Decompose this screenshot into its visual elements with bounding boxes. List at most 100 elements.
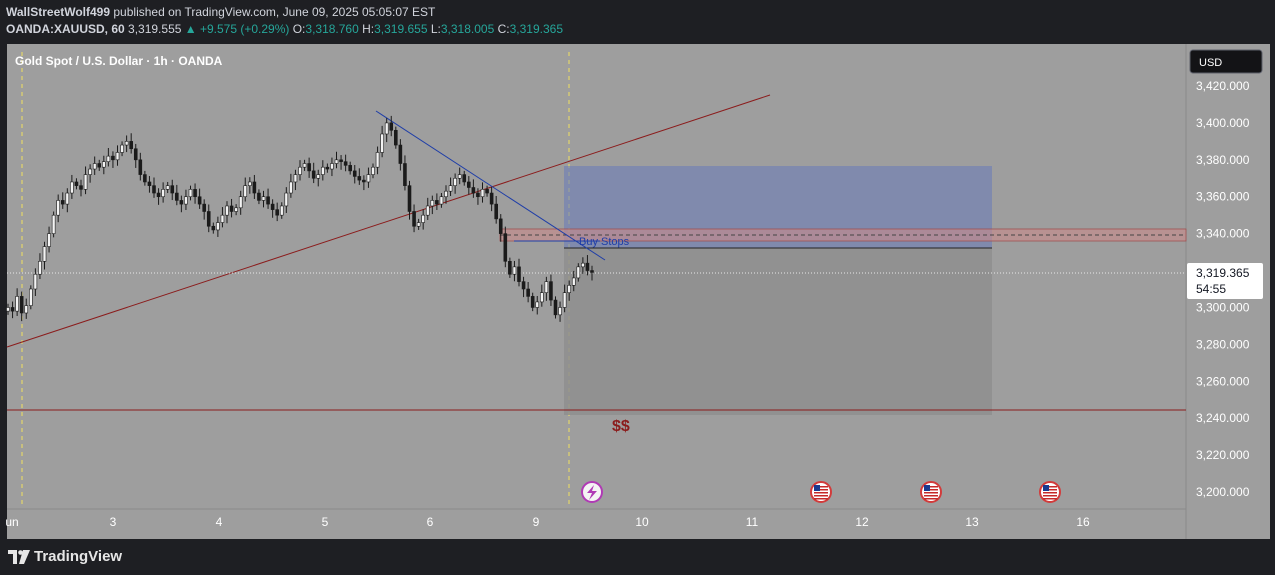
candle-body xyxy=(111,155,115,161)
us-flag-icon[interactable] xyxy=(920,481,942,503)
candle-body xyxy=(330,163,334,170)
candle-body xyxy=(156,192,161,198)
candle-body xyxy=(334,159,339,164)
currency-button-bg[interactable] xyxy=(1189,49,1263,74)
candle-body xyxy=(129,141,133,150)
candle-body xyxy=(439,196,444,205)
flag-stripe xyxy=(924,498,938,500)
candle-body xyxy=(425,205,430,216)
candle-body xyxy=(38,261,42,275)
candle-body xyxy=(498,218,503,234)
candle-body xyxy=(211,225,216,231)
rising-trendline[interactable] xyxy=(6,94,771,348)
candle-body xyxy=(284,192,289,207)
candle-body xyxy=(544,281,549,293)
candle-body xyxy=(238,196,243,209)
candle-body xyxy=(576,266,581,279)
candle-body xyxy=(517,266,521,282)
candle-body xyxy=(248,181,252,186)
candle-body xyxy=(97,163,102,168)
candle-body xyxy=(407,185,412,212)
flag-stripe xyxy=(814,489,828,491)
candles-group xyxy=(6,115,594,322)
close-label: C: xyxy=(497,22,510,36)
candle-body xyxy=(65,192,70,205)
author-name[interactable]: WallStreetWolf499 xyxy=(6,5,111,19)
candle-body xyxy=(83,174,88,190)
currency-label: USD xyxy=(1199,57,1222,69)
candle-body xyxy=(42,246,47,262)
countdown-timer: 54:55 xyxy=(1196,282,1226,296)
candle-body xyxy=(70,181,74,194)
candle-body xyxy=(6,307,10,312)
candle-body xyxy=(275,209,279,216)
falling-trendline[interactable] xyxy=(375,110,606,261)
candle-body xyxy=(206,211,211,227)
candle-body xyxy=(261,196,266,201)
high-label: H: xyxy=(362,22,375,36)
candle-body xyxy=(298,166,302,175)
candle-body xyxy=(371,166,375,175)
candle-body xyxy=(120,144,124,153)
candle-body xyxy=(188,189,193,198)
candle-body xyxy=(202,203,206,212)
ohlc-line: OANDA:XAUUSD, 60 3,319.555 ▲ +9.575 (+0.… xyxy=(6,22,563,36)
price-chart[interactable]: 3,420.000 3,400.000 3,380.000 3,360.000 3,34… xyxy=(0,42,1275,539)
flag-stripe xyxy=(814,495,828,497)
candle-body xyxy=(133,148,138,161)
flag-stripe xyxy=(814,492,828,494)
candle-body xyxy=(553,299,558,316)
last-price-bg xyxy=(1187,263,1263,299)
time-axis-labels: un 3 4 5 6 9 10 11 12 13 16 xyxy=(5,515,1090,529)
candle-body xyxy=(521,281,526,290)
candle-body xyxy=(549,281,553,301)
candle-body xyxy=(348,165,352,172)
currency-button[interactable]: USD xyxy=(1189,49,1263,74)
candle-body xyxy=(29,288,33,306)
economic-events xyxy=(810,481,1061,503)
candle-body xyxy=(143,174,147,183)
candle-body xyxy=(220,214,225,223)
candle-body xyxy=(398,144,403,164)
price-tick-label: 3,360.000 xyxy=(1196,190,1250,204)
event-flash-icon[interactable] xyxy=(581,481,603,503)
candle-body xyxy=(535,301,540,308)
price-tick-label: 3,280.000 xyxy=(1196,337,1250,351)
dollars-label: $$ xyxy=(612,418,630,435)
footer-bar: TradingView xyxy=(0,539,1275,575)
candle-body xyxy=(51,214,56,234)
flag-stripe xyxy=(924,489,938,491)
price-tick-label: 3,260.000 xyxy=(1196,374,1250,388)
price-tick-label: 3,220.000 xyxy=(1196,448,1250,462)
candle-body xyxy=(243,185,248,198)
candle-body xyxy=(448,185,453,192)
candle-body xyxy=(343,161,348,166)
symbol-label[interactable]: OANDA:XAUUSD, 60 xyxy=(6,22,125,36)
stop-zone[interactable] xyxy=(564,248,992,415)
price-tick-label: 3,380.000 xyxy=(1196,153,1250,167)
last-price-label: 3,319.365 54:55 xyxy=(1187,263,1263,299)
candle-body xyxy=(234,207,238,212)
us-flag-icon[interactable] xyxy=(810,481,832,503)
flag-stripe xyxy=(1043,498,1057,500)
candle-body xyxy=(453,177,457,186)
tradingview-brand-text: TradingView xyxy=(34,548,123,565)
price-tick-label: 3,420.000 xyxy=(1196,79,1250,93)
flag-canton xyxy=(1043,485,1049,491)
candle-body xyxy=(33,273,38,290)
us-flag-icon[interactable] xyxy=(1039,481,1061,503)
tradingview-logo[interactable]: TradingView xyxy=(8,548,122,565)
candle-body xyxy=(430,200,435,207)
tradingview-logo-icon xyxy=(8,549,30,564)
time-tick-label: 16 xyxy=(1076,515,1090,529)
candle-body xyxy=(293,174,298,183)
candle-body xyxy=(508,261,512,275)
time-tick-label: 12 xyxy=(855,515,869,529)
flag-stripe xyxy=(924,495,938,497)
candle-body xyxy=(321,166,325,175)
candle-body xyxy=(384,122,389,135)
candle-body xyxy=(165,185,170,190)
price-axis-labels: 3,420.000 3,400.000 3,380.000 3,360.000 3,34… xyxy=(1196,79,1250,499)
candle-body xyxy=(585,262,590,271)
candle-body xyxy=(412,211,416,227)
